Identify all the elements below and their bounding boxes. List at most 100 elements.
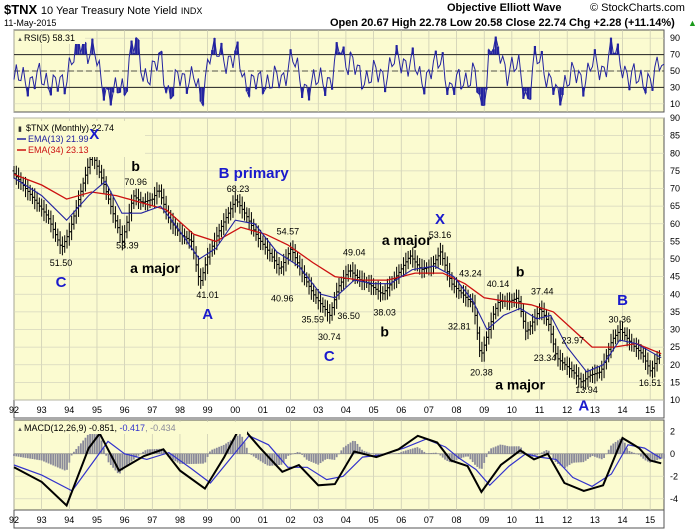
macd-histogram-bar <box>536 453 539 456</box>
macd-histogram-bar <box>628 450 631 454</box>
macd-histogram-bar <box>427 453 430 454</box>
macd-histogram-bar <box>209 451 211 454</box>
price-y-tick-label: 90 <box>670 113 680 123</box>
macd-histogram-bar <box>418 448 421 454</box>
macd-histogram-bar <box>130 453 133 462</box>
macd-histogram-bar <box>315 453 317 464</box>
macd-histogram-bar <box>455 453 458 461</box>
macd-y-tick-label: -4 <box>670 494 678 504</box>
macd-histogram-bar <box>13 453 15 456</box>
price-value-label: 37.44 <box>531 286 554 296</box>
macd-histogram-bar <box>621 437 624 454</box>
macd-histogram-bar <box>640 453 642 457</box>
macd-histogram-bar <box>388 453 391 455</box>
macd-histogram-bar <box>570 453 573 464</box>
macd-histogram-bar <box>363 450 366 454</box>
macd-histogram-bar <box>190 453 193 464</box>
macd-histogram-bar <box>368 452 370 454</box>
macd-histogram-bar <box>457 453 460 460</box>
macd-histogram-bar <box>577 453 580 463</box>
macd-histogram-bar <box>183 453 186 464</box>
macd-histogram-bar <box>126 453 128 466</box>
price-y-tick-label: 30 <box>670 325 680 335</box>
macd-histogram-bar <box>66 453 68 470</box>
macd-histogram-bar <box>119 453 121 474</box>
macd-histogram-bar <box>232 438 234 454</box>
macd-histogram-bar <box>411 448 414 454</box>
macd-histogram-bar <box>144 450 147 454</box>
macd-histogram-bar <box>273 453 276 466</box>
x-tick-label-bottom: 96 <box>120 515 130 525</box>
macd-histogram-bar <box>494 446 497 454</box>
macd-histogram-bar <box>24 453 27 458</box>
macd-histogram-bar <box>453 453 456 462</box>
source-label: Objective Elliott Wave <box>447 2 562 14</box>
macd-histogram-bar <box>33 453 36 460</box>
x-tick-label: 10 <box>507 405 517 415</box>
macd-histogram-bar <box>326 453 329 459</box>
price-y-tick-label: 20 <box>670 360 680 370</box>
x-tick-label: 04 <box>341 405 351 415</box>
macd-histogram-bar <box>266 453 269 466</box>
x-tick-label-bottom: 02 <box>286 515 296 525</box>
exchange: INDX <box>180 6 203 16</box>
x-tick-label: 01 <box>258 405 268 415</box>
macd-histogram-bar <box>423 451 426 454</box>
rsi-legend: RSI(5) 58.31 <box>24 33 75 43</box>
macd-histogram-bar <box>321 453 324 462</box>
price-value-label: 13.94 <box>575 385 598 395</box>
macd-histogram-bar <box>478 453 481 469</box>
macd-histogram-bar <box>587 453 589 459</box>
macd-signal-line <box>13 435 662 492</box>
price-legend-bg <box>15 121 145 157</box>
macd-histogram-bar <box>425 453 428 454</box>
macd-histogram-bar <box>642 453 645 459</box>
macd-histogram-bar <box>73 451 75 454</box>
macd-histogram-bar <box>434 452 437 454</box>
macd-histogram-bar <box>407 449 410 454</box>
macd-histogram-bar <box>38 453 41 461</box>
price-y-tick-label: 75 <box>670 166 680 176</box>
macd-histogram-bar <box>393 453 396 454</box>
macd-histogram-bar <box>630 451 633 454</box>
macd-histogram-bar <box>52 453 55 466</box>
wave-label-minor: a major <box>495 376 545 392</box>
price-value-label: 30.36 <box>608 314 631 324</box>
x-tick-label-bottom: 06 <box>396 515 406 525</box>
macd-histogram-bar <box>469 453 472 460</box>
macd-histogram-bar <box>282 453 285 463</box>
macd-histogram-bar <box>206 453 209 457</box>
price-value-label: 68.23 <box>227 184 250 194</box>
x-tick-label-bottom: 15 <box>645 515 655 525</box>
rsi-y-tick-label: 30 <box>670 82 680 92</box>
macd-histogram-bar <box>354 441 357 454</box>
macd-histogram-bar <box>84 437 87 454</box>
macd-histogram-bar <box>451 453 453 463</box>
macd-histogram-bar <box>107 453 110 463</box>
x-tick-label: 99 <box>203 405 213 415</box>
macd-histogram-bar <box>142 451 144 454</box>
macd-histogram-bar <box>497 445 499 454</box>
macd-histogram-bar <box>610 445 612 454</box>
price-value-label: 23.34 <box>534 353 557 363</box>
macd-histogram-bar <box>504 445 506 454</box>
macd-histogram-bar <box>31 453 34 459</box>
macd-histogram-bar <box>619 438 622 454</box>
macd-histogram-bar <box>172 453 174 460</box>
macd-histogram-bar <box>287 453 290 456</box>
macd-histogram-bar <box>20 453 22 458</box>
price-value-label: 32.81 <box>448 322 471 332</box>
wave-label-minor: a major <box>130 260 180 276</box>
price-value-label: 70.96 <box>124 177 147 187</box>
x-tick-label-bottom: 93 <box>37 515 47 525</box>
macd-histogram-bar <box>340 450 343 454</box>
series-legend-label: EMA(34) 23.13 <box>28 145 89 155</box>
x-tick-label: 13 <box>590 405 600 415</box>
x-tick-label: 06 <box>396 405 406 415</box>
macd-histogram-bar <box>56 453 59 468</box>
macd-histogram-bar <box>510 446 513 454</box>
x-tick-label: 02 <box>286 405 296 415</box>
macd-histogram-bar <box>358 446 361 454</box>
macd-histogram-bar <box>372 453 375 455</box>
macd-histogram-bar <box>547 450 550 454</box>
